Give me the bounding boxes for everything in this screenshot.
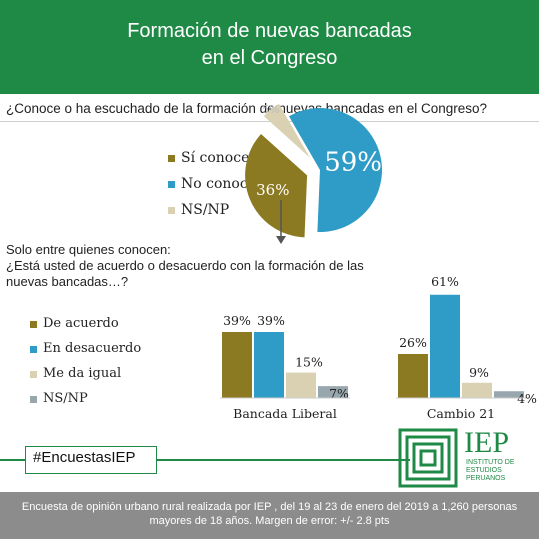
legend-label: Me da igual	[43, 366, 122, 381]
legend-swatch	[30, 371, 37, 378]
footer-line1: Encuesta de opinión urbano rural realiza…	[21, 501, 518, 513]
header-banner: Formación de nuevas bancadas en el Congr…	[0, 0, 539, 94]
bar	[222, 332, 252, 398]
bar	[398, 354, 428, 398]
legend-swatch	[168, 207, 175, 214]
legend-swatch	[168, 181, 175, 188]
pie-value-label: 59%	[324, 148, 382, 178]
legend-label: NS/NP	[43, 391, 88, 406]
bar-value-label: 4%	[517, 391, 537, 406]
pie-value-label: 5%	[262, 103, 279, 116]
bar-value-label: 26%	[399, 335, 427, 350]
legend-swatch	[30, 346, 37, 353]
legend-swatch	[30, 396, 37, 403]
legend-label: No conoce	[181, 176, 256, 192]
question-two-line3: nuevas bancadas…?	[6, 274, 129, 289]
bar	[462, 382, 492, 398]
bar	[254, 332, 284, 398]
legend-swatch	[30, 321, 37, 328]
iep-logo: IEP INSTITUTO DE ESTUDIOS PERUANOS	[398, 426, 528, 488]
arrow-head-icon	[276, 236, 286, 244]
logo-emblem-icon	[398, 428, 458, 488]
bar-value-label: 15%	[295, 355, 323, 370]
legend-label: De acuerdo	[43, 316, 119, 331]
bar-value-label: 7%	[329, 386, 349, 401]
bar	[318, 386, 348, 398]
page-title-line1: Formación de nuevas bancadas	[127, 20, 412, 42]
bar-value-label: 39%	[257, 313, 285, 328]
hashtag-box	[25, 446, 157, 474]
logo-line: INSTITUTO DE	[466, 459, 515, 466]
question-two-line2: ¿Está usted de acuerdo o desacuerdo con …	[6, 258, 364, 273]
legend-label: En desacuerdo	[43, 341, 142, 356]
logo-acronym: IEP	[464, 426, 509, 459]
logo-name: INSTITUTO DE ESTUDIOS PERUANOS	[466, 459, 514, 483]
pie-slice	[289, 108, 382, 232]
category-label: Bancada Liberal	[233, 406, 337, 421]
hashtag-underline	[0, 459, 410, 461]
footer-note: Encuesta de opinión urbano rural realiza…	[0, 492, 539, 539]
pie-slice	[245, 133, 308, 238]
bar-value-label: 9%	[469, 365, 489, 380]
question-one: ¿Conoce o ha escuchado de la formación d…	[6, 101, 488, 116]
bar-value-label: 39%	[223, 313, 251, 328]
bar-value-label: 61%	[431, 274, 459, 289]
bar	[430, 294, 460, 398]
legend-swatch	[168, 155, 175, 162]
question-two-line1: Solo entre quienes conocen:	[6, 242, 171, 257]
divider	[0, 121, 539, 122]
legend-label: NS/NP	[181, 202, 230, 218]
bar	[494, 391, 524, 398]
pie-value-label: 36%	[256, 181, 289, 199]
pie-slice	[263, 103, 310, 158]
category-label: Cambio 21	[427, 406, 495, 421]
hashtag: #EncuestasIEP	[33, 449, 136, 466]
logo-line: PERUANOS	[466, 475, 506, 482]
logo-line: ESTUDIOS	[466, 467, 502, 474]
footer-line2: mayores de 18 años. Margen de error: +/-…	[149, 515, 390, 527]
page-title-line2: en el Congreso	[201, 47, 338, 69]
legend-label: Sí conoce	[181, 150, 250, 166]
bar	[286, 372, 316, 398]
